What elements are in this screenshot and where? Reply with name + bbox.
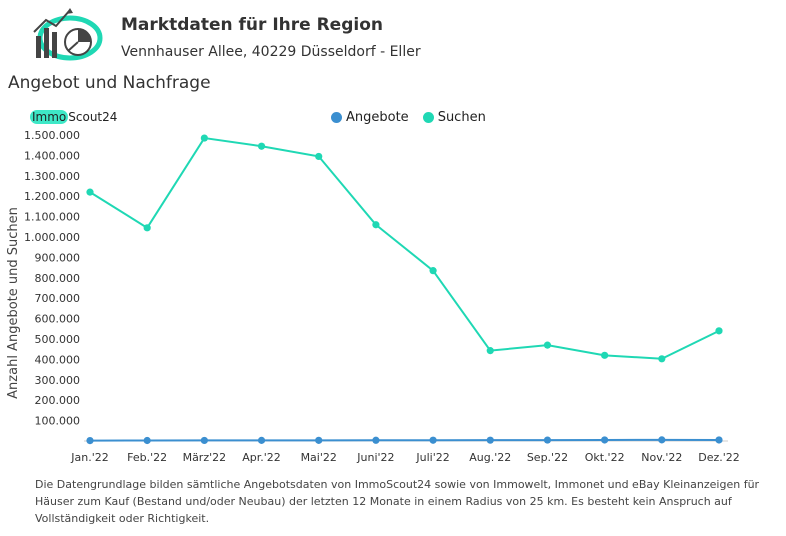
legend-label-suchen: Suchen (437, 110, 486, 125)
data-point-angebote (143, 436, 151, 445)
data-point-suchen (372, 221, 380, 229)
series-line-suchen (89, 136, 720, 360)
brand-part1: Immo (30, 110, 69, 124)
market-data-logo-icon (33, 8, 103, 61)
x-tick-label: Mai'22 (301, 451, 337, 464)
y-tick-label: 500.000 (35, 333, 81, 346)
data-point-suchen (543, 341, 552, 349)
data-point-angebote (543, 436, 552, 444)
data-point-suchen (601, 351, 609, 359)
x-tick-label: Apr.'22 (242, 451, 281, 464)
section-title: Angebot und Nachfrage (8, 73, 211, 93)
y-tick-label: 1.400.000 (24, 149, 80, 162)
footnote-disclaimer: Die Datengrundlage bilden sämtliche Ange… (35, 478, 760, 525)
data-point-angebote (658, 436, 666, 444)
legend-marker-suchen (422, 112, 434, 123)
data-point-suchen (200, 134, 208, 142)
data-point-suchen (715, 327, 723, 335)
data-point-angebote (715, 436, 723, 444)
x-tick-label: Okt.'22 (585, 451, 625, 464)
x-tick-label: Aug.'22 (469, 451, 511, 464)
data-point-suchen (86, 188, 94, 196)
data-point-suchen (658, 355, 666, 363)
y-tick-label: 700.000 (35, 292, 81, 305)
y-tick-label: 100.000 (35, 415, 81, 428)
legend-label-angebote: Angebote (346, 110, 409, 125)
y-tick-label: 1.000.000 (24, 231, 80, 244)
data-point-angebote (601, 436, 609, 444)
data-point-angebote (486, 436, 494, 444)
legend-marker-angebote (331, 112, 342, 123)
x-tick-label: Nov.'22 (641, 451, 682, 464)
data-point-suchen (429, 267, 437, 275)
legend-item-angebote[interactable]: Angebote (331, 110, 409, 125)
legend-item-suchen[interactable]: Suchen (422, 110, 486, 125)
x-tick-label: Sep.'22 (527, 451, 568, 464)
data-point-suchen (315, 152, 323, 161)
data-point-angebote (257, 436, 266, 444)
x-tick-label: Juni'22 (356, 451, 394, 464)
data-point-suchen (143, 224, 151, 232)
data-point-angebote (86, 436, 94, 445)
y-tick-label: 300.000 (35, 374, 81, 387)
address-subtitle: Vennhauser Allee, 40229 Düsseldorf - Ell… (121, 44, 421, 60)
y-axis-label: Anzahl Angebote und Suchen (6, 207, 21, 399)
y-tick-label: 1.300.000 (24, 170, 80, 183)
data-point-angebote (372, 436, 380, 444)
x-tick-label: Feb.'22 (127, 451, 167, 464)
y-tick-label: 400.000 (35, 353, 81, 366)
data-point-suchen (486, 347, 494, 355)
chart-legend: Angebote Suchen (331, 110, 486, 125)
data-point-angebote (429, 436, 437, 444)
data-point-angebote (200, 436, 208, 445)
data-point-suchen (257, 142, 266, 150)
line-chart: 100.000 200.000 300.000 400.000 500.000 600.0… (6, 129, 740, 464)
y-tick-label: 600.000 (35, 313, 81, 326)
y-tick-label: 1.100.000 (24, 211, 80, 224)
y-tick-label: 1.500.000 (24, 129, 80, 142)
brand-part2: Scout24 (68, 110, 118, 124)
immoscout24-logo: Immo Scout24 (30, 110, 117, 124)
page-title: Marktdaten für Ihre Region (121, 15, 383, 35)
y-tick-label: 1.200.000 (24, 190, 80, 203)
x-tick-label: Dez.'22 (698, 451, 740, 464)
y-tick-label: 200.000 (35, 394, 81, 407)
x-tick-label: Juli'22 (415, 451, 449, 464)
x-tick-label: März'22 (183, 451, 227, 464)
series-line-angebote (89, 438, 720, 442)
y-tick-label: 800.000 (35, 272, 81, 285)
y-tick-label: 900.000 (35, 251, 81, 264)
x-tick-label: Jan.'22 (70, 451, 108, 464)
data-point-angebote (315, 436, 323, 444)
